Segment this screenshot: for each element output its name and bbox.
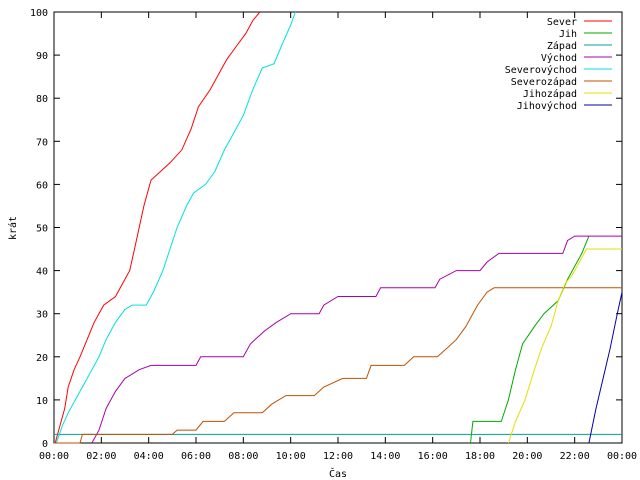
series-line: [507, 248, 622, 444]
series-line: [470, 235, 590, 444]
y-tick-label: 10: [36, 396, 48, 407]
x-tick-label: 16:00: [418, 451, 448, 462]
y-tick-label: 20: [36, 353, 48, 364]
y-axis-label: krát: [7, 216, 19, 240]
legend: SeverJihZápadVýchodSeverovýchodSeverozáp…: [505, 17, 612, 112]
legend-label: Východ: [541, 52, 577, 64]
legend-label: Sever: [547, 17, 577, 28]
y-tick-label: 50: [36, 224, 48, 235]
x-tick-label: 08:00: [228, 451, 258, 462]
series-line: [54, 287, 622, 444]
y-tick-label: 90: [36, 51, 48, 62]
plot-area: [53, 11, 623, 444]
legend-label: Jihozápad: [523, 88, 577, 100]
y-tick-label: 100: [30, 8, 48, 19]
y-tick-label: 80: [36, 94, 48, 105]
y-tick-label: 30: [36, 310, 48, 321]
x-tick-label: 10:00: [276, 451, 306, 462]
x-tick-label: 06:00: [181, 451, 211, 462]
y-tick-label: 40: [36, 267, 48, 278]
x-tick-label: 20:00: [512, 451, 542, 462]
x-tick-label: 18:00: [465, 451, 495, 462]
series-lines: [54, 11, 623, 444]
series-line: [55, 11, 296, 444]
y-tick-label: 60: [36, 180, 48, 191]
y-axis-ticks: 0 10 20 30 40 50 60 70 80 90 100: [30, 8, 622, 450]
x-axis-ticks: 00:00 02:00 04:00 06:00 08:00 10:00 12:00 14:00…: [39, 12, 637, 462]
legend-label: Západ: [547, 40, 577, 52]
legend-label: Jih: [559, 29, 577, 40]
series-line: [54, 11, 261, 444]
legend-label: Severozápad: [511, 76, 577, 88]
series-line: [91, 235, 622, 444]
x-axis-label: Čas: [329, 467, 347, 480]
series-line: [588, 291, 623, 444]
y-tick-label: 0: [42, 439, 48, 450]
x-tick-label: 12:00: [323, 451, 353, 462]
x-tick-label: 00:00: [39, 451, 69, 462]
x-tick-label: 00:00: [607, 451, 637, 462]
y-tick-label: 70: [36, 137, 48, 148]
legend-label: Severovýchod: [505, 64, 577, 76]
x-tick-label: 04:00: [134, 451, 164, 462]
x-tick-label: 02:00: [86, 451, 116, 462]
legend-label: Jihovýchod: [517, 100, 577, 112]
x-tick-label: 14:00: [370, 451, 400, 462]
x-tick-label: 22:00: [560, 451, 590, 462]
